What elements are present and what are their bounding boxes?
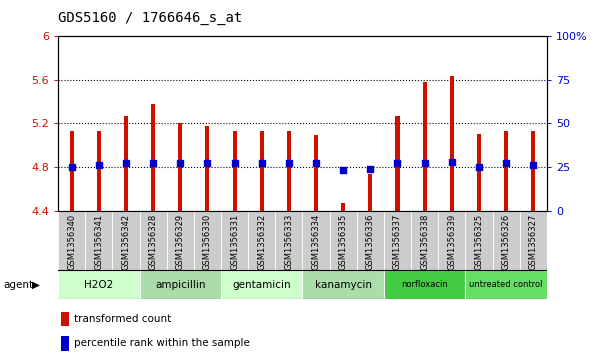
- Bar: [205, 126, 210, 211]
- Point: [230, 160, 240, 166]
- Point: [529, 162, 538, 168]
- Bar: [395, 116, 400, 211]
- Bar: [60, 336, 69, 351]
- Bar: [58, 211, 85, 270]
- Point: [202, 160, 212, 166]
- Text: kanamycin: kanamycin: [315, 280, 371, 290]
- Point: [175, 160, 185, 166]
- Text: GSM1356336: GSM1356336: [366, 213, 375, 270]
- Text: GSM1356333: GSM1356333: [284, 213, 293, 270]
- Bar: [466, 211, 492, 270]
- Bar: [438, 211, 466, 270]
- Point: [338, 168, 348, 174]
- Text: GSM1356329: GSM1356329: [176, 213, 185, 270]
- Point: [447, 159, 456, 165]
- Text: GSM1356335: GSM1356335: [338, 213, 348, 270]
- Bar: [70, 131, 74, 211]
- Bar: [450, 76, 454, 211]
- Text: transformed count: transformed count: [74, 314, 172, 324]
- Point: [67, 164, 76, 170]
- Point: [420, 160, 430, 166]
- Bar: [233, 131, 236, 211]
- Point: [121, 160, 131, 166]
- Bar: [260, 131, 264, 211]
- Bar: [357, 211, 384, 270]
- Bar: [368, 174, 372, 211]
- Point: [94, 162, 104, 168]
- Text: ampicillin: ampicillin: [155, 280, 205, 290]
- Text: GSM1356342: GSM1356342: [122, 213, 130, 270]
- Bar: [194, 211, 221, 270]
- Bar: [221, 270, 302, 299]
- Bar: [139, 211, 167, 270]
- Bar: [520, 211, 547, 270]
- Text: GSM1356337: GSM1356337: [393, 213, 402, 270]
- Bar: [58, 270, 139, 299]
- Bar: [287, 131, 291, 211]
- Text: GSM1356341: GSM1356341: [94, 213, 103, 270]
- Bar: [477, 134, 481, 211]
- Point: [393, 160, 403, 166]
- Text: GSM1356340: GSM1356340: [67, 213, 76, 270]
- Text: GSM1356339: GSM1356339: [447, 213, 456, 270]
- Bar: [384, 270, 466, 299]
- Bar: [124, 116, 128, 211]
- Bar: [466, 270, 547, 299]
- Bar: [302, 270, 384, 299]
- Point: [311, 160, 321, 166]
- Bar: [151, 104, 155, 211]
- Text: gentamicin: gentamicin: [232, 280, 291, 290]
- Bar: [85, 211, 112, 270]
- Text: GSM1356325: GSM1356325: [475, 213, 483, 270]
- Bar: [329, 211, 357, 270]
- Bar: [531, 131, 535, 211]
- Bar: [112, 211, 139, 270]
- Text: agent: agent: [3, 280, 33, 290]
- Text: GSM1356327: GSM1356327: [529, 213, 538, 270]
- Bar: [341, 203, 345, 211]
- Text: GSM1356326: GSM1356326: [502, 213, 511, 270]
- Bar: [423, 82, 426, 211]
- Text: GSM1356328: GSM1356328: [148, 213, 158, 270]
- Text: GSM1356338: GSM1356338: [420, 213, 429, 270]
- Point: [257, 160, 266, 166]
- Bar: [504, 131, 508, 211]
- Text: GSM1356332: GSM1356332: [257, 213, 266, 270]
- Text: untreated control: untreated control: [469, 281, 543, 289]
- Bar: [302, 211, 329, 270]
- Point: [474, 164, 484, 170]
- Bar: [167, 211, 194, 270]
- Text: norfloxacin: norfloxacin: [401, 281, 448, 289]
- Point: [148, 160, 158, 166]
- Text: percentile rank within the sample: percentile rank within the sample: [74, 338, 250, 348]
- Bar: [411, 211, 438, 270]
- Bar: [492, 211, 520, 270]
- Bar: [178, 123, 182, 211]
- Bar: [60, 311, 69, 326]
- Bar: [384, 211, 411, 270]
- Text: ▶: ▶: [32, 280, 40, 290]
- Bar: [276, 211, 302, 270]
- Text: GSM1356334: GSM1356334: [312, 213, 321, 270]
- Bar: [97, 131, 101, 211]
- Point: [501, 160, 511, 166]
- Text: H2O2: H2O2: [84, 280, 114, 290]
- Bar: [139, 270, 221, 299]
- Text: GDS5160 / 1766646_s_at: GDS5160 / 1766646_s_at: [58, 11, 243, 25]
- Point: [365, 166, 375, 172]
- Bar: [221, 211, 248, 270]
- Text: GSM1356330: GSM1356330: [203, 213, 212, 270]
- Text: GSM1356331: GSM1356331: [230, 213, 239, 270]
- Point: [284, 160, 294, 166]
- Bar: [248, 211, 276, 270]
- Bar: [314, 135, 318, 211]
